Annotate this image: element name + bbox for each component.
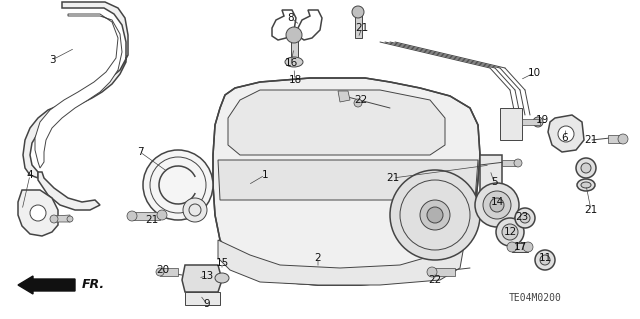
Polygon shape [338, 91, 350, 102]
Circle shape [354, 99, 362, 107]
Text: 11: 11 [538, 253, 552, 263]
Text: 4: 4 [27, 170, 33, 180]
Polygon shape [18, 190, 58, 236]
Circle shape [420, 200, 450, 230]
Polygon shape [355, 15, 362, 38]
Text: 21: 21 [387, 173, 399, 183]
Circle shape [515, 208, 535, 228]
Circle shape [483, 191, 511, 219]
Circle shape [576, 158, 596, 178]
Polygon shape [522, 119, 540, 125]
Text: 23: 23 [515, 212, 529, 222]
Polygon shape [213, 78, 480, 285]
Circle shape [502, 224, 518, 240]
Circle shape [427, 207, 443, 223]
Circle shape [507, 242, 517, 252]
Text: 22: 22 [355, 95, 367, 105]
Text: TE04M0200: TE04M0200 [509, 293, 561, 303]
Text: 20: 20 [156, 265, 170, 275]
Circle shape [496, 218, 524, 246]
Text: 12: 12 [504, 227, 516, 237]
Text: 16: 16 [284, 58, 298, 68]
Polygon shape [23, 2, 128, 178]
Circle shape [127, 211, 137, 221]
Circle shape [286, 27, 302, 43]
Text: 1: 1 [262, 170, 268, 180]
Text: 22: 22 [428, 275, 442, 285]
Circle shape [143, 150, 213, 220]
Circle shape [533, 117, 543, 127]
Circle shape [157, 210, 167, 220]
Circle shape [581, 163, 591, 173]
Circle shape [156, 268, 164, 276]
Circle shape [475, 183, 519, 227]
Circle shape [558, 126, 574, 142]
Polygon shape [548, 115, 584, 152]
Polygon shape [54, 215, 70, 222]
Polygon shape [500, 108, 522, 140]
Polygon shape [291, 40, 298, 58]
Text: 6: 6 [562, 133, 568, 143]
Text: 10: 10 [527, 68, 541, 78]
Circle shape [30, 205, 46, 221]
Text: 14: 14 [490, 197, 504, 207]
Text: 21: 21 [355, 23, 369, 33]
Circle shape [520, 213, 530, 223]
Circle shape [352, 6, 364, 18]
Polygon shape [480, 155, 502, 210]
Ellipse shape [215, 273, 229, 283]
Text: 19: 19 [536, 115, 548, 125]
Polygon shape [512, 243, 528, 252]
Text: 17: 17 [513, 242, 527, 252]
Text: 21: 21 [584, 135, 598, 145]
Ellipse shape [577, 179, 595, 191]
Polygon shape [132, 212, 160, 220]
Circle shape [540, 255, 550, 265]
Text: 21: 21 [145, 215, 159, 225]
Circle shape [183, 198, 207, 222]
Text: 18: 18 [289, 75, 301, 85]
Text: 15: 15 [216, 258, 228, 268]
Text: 7: 7 [137, 147, 143, 157]
Polygon shape [160, 268, 178, 276]
Text: 2: 2 [315, 253, 321, 263]
Text: 9: 9 [204, 299, 211, 309]
Polygon shape [502, 160, 518, 166]
Text: FR.: FR. [82, 278, 105, 292]
Circle shape [618, 134, 628, 144]
Text: 21: 21 [584, 205, 598, 215]
Circle shape [390, 170, 480, 260]
Circle shape [50, 215, 58, 223]
Circle shape [523, 242, 533, 252]
Polygon shape [218, 240, 465, 285]
Polygon shape [38, 172, 100, 210]
FancyArrow shape [18, 276, 75, 294]
Ellipse shape [285, 57, 303, 67]
Circle shape [427, 267, 437, 277]
Text: 5: 5 [491, 177, 497, 187]
Circle shape [514, 159, 522, 167]
Text: 8: 8 [288, 13, 294, 23]
Polygon shape [608, 135, 622, 143]
Text: 3: 3 [49, 55, 55, 65]
Polygon shape [432, 268, 455, 276]
Polygon shape [218, 160, 478, 200]
Polygon shape [185, 292, 220, 305]
Text: 13: 13 [200, 271, 214, 281]
Ellipse shape [581, 182, 591, 188]
Circle shape [490, 198, 504, 212]
Polygon shape [228, 90, 445, 155]
Circle shape [67, 216, 73, 222]
Polygon shape [35, 14, 122, 168]
Polygon shape [182, 265, 222, 292]
Circle shape [535, 250, 555, 270]
